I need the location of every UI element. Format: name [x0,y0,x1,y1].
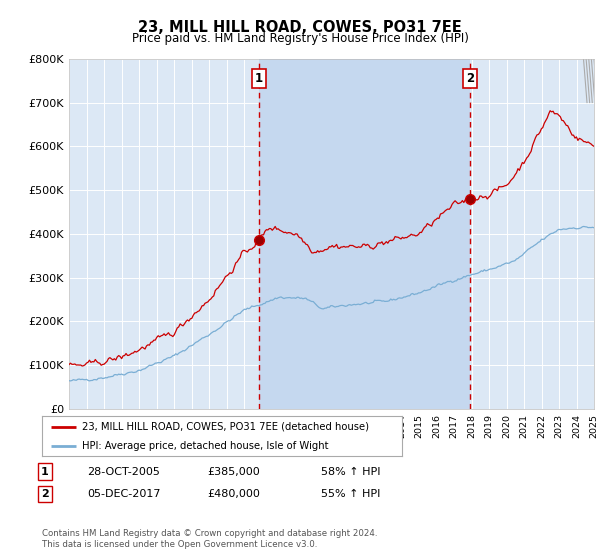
Text: 2: 2 [41,489,49,499]
Text: 28-OCT-2005: 28-OCT-2005 [87,466,160,477]
Text: 55% ↑ HPI: 55% ↑ HPI [321,489,380,499]
Text: HPI: Average price, detached house, Isle of Wight: HPI: Average price, detached house, Isle… [82,441,328,450]
Text: Contains HM Land Registry data © Crown copyright and database right 2024.
This d: Contains HM Land Registry data © Crown c… [42,529,377,549]
Text: 23, MILL HILL ROAD, COWES, PO31 7EE (detached house): 23, MILL HILL ROAD, COWES, PO31 7EE (det… [82,422,368,432]
Text: 58% ↑ HPI: 58% ↑ HPI [321,466,380,477]
Text: Price paid vs. HM Land Registry's House Price Index (HPI): Price paid vs. HM Land Registry's House … [131,32,469,45]
Text: 2: 2 [466,72,474,85]
Text: 05-DEC-2017: 05-DEC-2017 [87,489,161,499]
Text: £385,000: £385,000 [207,466,260,477]
Bar [259,59,470,409]
Text: 23, MILL HILL ROAD, COWES, PO31 7EE: 23, MILL HILL ROAD, COWES, PO31 7EE [138,20,462,35]
Text: 1: 1 [254,72,263,85]
Text: £480,000: £480,000 [207,489,260,499]
Text: 1: 1 [41,466,49,477]
